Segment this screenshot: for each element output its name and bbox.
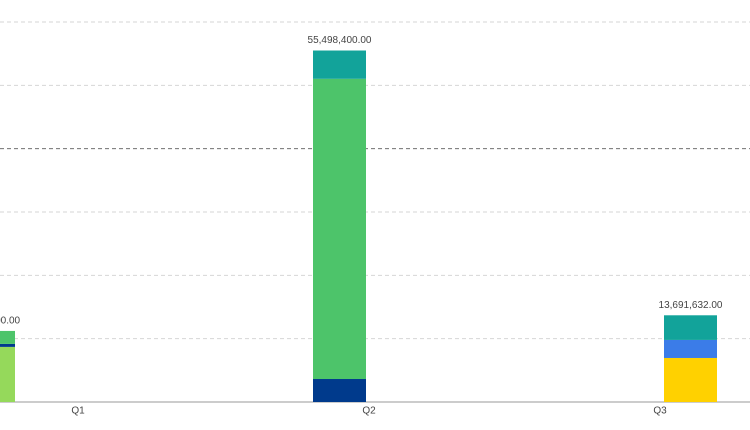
bar-segment	[664, 315, 717, 340]
bar-segment	[313, 78, 366, 380]
bar-segment	[0, 330, 15, 344]
bar-segment	[0, 343, 15, 347]
x-tick-label: Q3	[653, 406, 667, 417]
bar-segment	[313, 50, 366, 79]
total-label: 55,498,400.00	[308, 35, 372, 46]
total-label: 11,220,000.00	[0, 316, 21, 327]
x-tick-label: Q2	[362, 406, 376, 417]
bar-segment	[664, 339, 717, 358]
x-tick-label: Q1	[71, 406, 85, 417]
bar-segment	[664, 357, 717, 402]
total-label: 13,691,632.00	[659, 300, 723, 311]
bar-segment	[0, 346, 15, 402]
bar-segment	[313, 379, 366, 402]
